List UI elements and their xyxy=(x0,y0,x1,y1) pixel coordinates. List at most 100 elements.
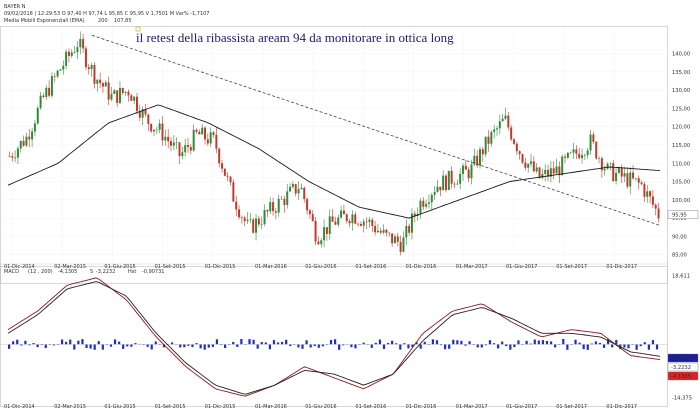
candle-body xyxy=(558,166,561,176)
candle-body xyxy=(59,69,62,71)
candle-body xyxy=(487,136,490,144)
candle-body xyxy=(521,154,524,163)
candle-body xyxy=(464,165,467,170)
candle-body xyxy=(530,161,533,164)
macd-histogram-bar xyxy=(403,343,406,345)
candle-body xyxy=(101,83,104,87)
candle-body xyxy=(637,178,640,183)
macd-histogram-bar xyxy=(244,344,247,345)
candle-body xyxy=(252,219,255,233)
time-axis-tick: 01-Mar-2017 xyxy=(456,264,488,270)
candle-body xyxy=(391,233,394,244)
macd-histogram-bar xyxy=(456,340,459,345)
macd-histogram-bar xyxy=(537,340,540,345)
macd-histogram-bar xyxy=(301,344,304,349)
candle-body xyxy=(490,131,493,144)
candle-body xyxy=(470,164,473,179)
macd-histogram-bar xyxy=(179,344,182,348)
signal-line xyxy=(7,281,661,395)
macd-histogram-bar xyxy=(607,339,610,345)
macd-histogram-bar xyxy=(228,344,231,345)
macd-histogram-bar xyxy=(285,339,288,345)
macd-histogram-bar xyxy=(12,341,15,345)
macd-histogram-bar xyxy=(207,344,210,348)
macd-histogram-bar xyxy=(264,342,267,345)
macd-histogram-bar xyxy=(240,338,243,345)
macd-axis-tick: -14,375 xyxy=(672,396,692,402)
candle-body xyxy=(328,216,331,234)
macd-histogram-bar xyxy=(199,344,202,349)
candle-body xyxy=(450,170,453,184)
ema-legend: Media Mobili Esponenziali (EMA) xyxy=(4,18,85,24)
candle-body xyxy=(226,175,229,177)
candle-body xyxy=(215,134,218,149)
candle-body xyxy=(507,115,510,128)
candle-body xyxy=(274,211,277,213)
candle-body xyxy=(11,156,14,158)
candle-body xyxy=(442,175,445,191)
macd-histogram-bar xyxy=(281,341,284,345)
candle-body xyxy=(297,189,300,194)
macd-histogram-bar xyxy=(219,344,223,346)
candle-body xyxy=(425,203,428,207)
time-axis-tick: 01-Dic-2017 xyxy=(606,264,637,270)
candle-body xyxy=(359,223,362,226)
macd-histogram-bar xyxy=(134,343,137,345)
macd-histogram-bar xyxy=(574,339,577,345)
candle-body xyxy=(532,161,535,172)
candle-body xyxy=(170,141,172,146)
macd-histogram-bar xyxy=(248,339,251,345)
macd-histogram-bar xyxy=(627,344,630,349)
macd-histogram-bar xyxy=(582,344,585,350)
macd-histogram-bar xyxy=(386,342,390,345)
candle-body xyxy=(79,38,82,48)
candle-body xyxy=(405,225,408,238)
candle-body xyxy=(493,129,496,132)
candle-body xyxy=(277,198,280,213)
macd-histogram-bar xyxy=(549,341,553,345)
macd-histogram-bar xyxy=(651,340,655,345)
macd-time-axis-tick: 01-Dic-2015 xyxy=(205,404,236,410)
candle-body xyxy=(640,182,643,185)
candle-body xyxy=(28,136,31,140)
candle-body xyxy=(626,173,629,187)
candle-body xyxy=(294,184,297,194)
candle-body xyxy=(413,213,416,216)
macd-histogram-bar xyxy=(60,339,64,345)
quote-line: 09/02/2018 | 12:29:53 O 97,40 H 97,74 L … xyxy=(4,11,209,17)
macd-histogram-bar xyxy=(260,342,263,345)
macd-time-axis-tick: 01-Giu-2016 xyxy=(305,404,336,410)
candle-body xyxy=(496,128,498,130)
candle-body xyxy=(133,96,136,101)
macd-histogram-bar xyxy=(525,340,528,345)
candle-body xyxy=(84,48,87,68)
candle-body xyxy=(36,108,39,124)
candle-body xyxy=(592,134,595,142)
candle-body xyxy=(595,141,598,159)
macd-histogram-bar xyxy=(85,344,88,348)
candle-body xyxy=(541,173,544,178)
candle-body xyxy=(31,131,34,140)
candle-body xyxy=(617,167,620,173)
candle-body xyxy=(243,217,246,221)
price-axis-tick: 90,00 xyxy=(672,234,687,240)
candle-body xyxy=(467,169,470,179)
macd-histogram-bar xyxy=(203,344,206,350)
candle-body xyxy=(184,145,187,153)
candle-body xyxy=(368,219,371,222)
candle-body xyxy=(561,156,564,176)
candle-body xyxy=(476,155,479,166)
candle-body xyxy=(218,148,221,164)
candle-body xyxy=(22,140,25,146)
macd-histogram-bar xyxy=(655,344,659,350)
candle-body xyxy=(402,237,405,252)
candle-body xyxy=(396,236,399,242)
macd-axis-tick: 18,611 xyxy=(672,273,690,279)
main-panel-frame xyxy=(0,26,668,284)
time-axis-tick: 01-Giu-2017 xyxy=(506,264,537,270)
macd-histogram-bar xyxy=(93,344,96,350)
candle-body xyxy=(651,196,654,205)
candle-body xyxy=(444,175,447,190)
candle-body xyxy=(430,194,433,203)
candle-body xyxy=(575,149,578,154)
